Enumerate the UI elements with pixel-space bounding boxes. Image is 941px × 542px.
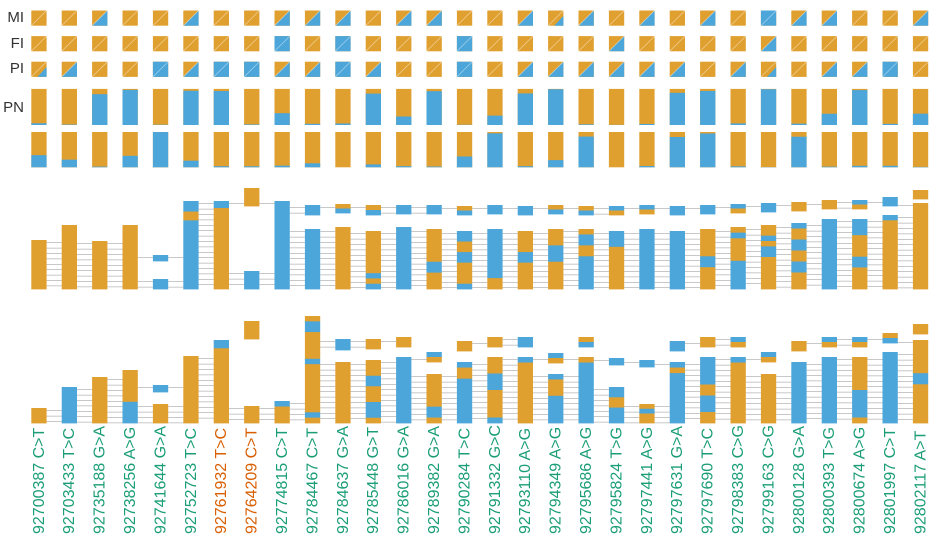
svg-text:92789382 G>A: 92789382 G>A — [426, 426, 443, 534]
svg-text:92790284 T>C: 92790284 T>C — [456, 428, 473, 534]
svg-text:92700387 C>T: 92700387 C>T — [31, 427, 48, 534]
svg-text:92797690 T>C: 92797690 T>C — [700, 428, 717, 534]
svg-text:92802117 A>T: 92802117 A>T — [912, 430, 929, 534]
svg-text:92752723 T>C: 92752723 T>C — [183, 428, 200, 534]
svg-text:92741644 G>A: 92741644 G>A — [152, 426, 169, 534]
svg-text:92784637 G>A: 92784637 G>A — [335, 426, 352, 534]
svg-text:92774815 C>T: 92774815 C>T — [274, 427, 291, 534]
svg-text:92797441 A>G: 92797441 A>G — [639, 427, 656, 534]
svg-text:92791332 G>C: 92791332 G>C — [487, 425, 504, 534]
svg-text:92798383 C>G: 92798383 C>G — [730, 425, 747, 534]
svg-text:92801997 C>T: 92801997 C>T — [882, 427, 899, 534]
svg-text:92800393 T>G: 92800393 T>G — [821, 427, 838, 534]
svg-text:92799163 C>G: 92799163 C>G — [760, 425, 777, 534]
svg-text:92800128 G>A: 92800128 G>A — [791, 426, 808, 534]
svg-text:92735188 G>A: 92735188 G>A — [92, 426, 109, 534]
svg-text:92795824 T>G: 92795824 T>G — [608, 427, 625, 534]
svg-text:92786016 G>A: 92786016 G>A — [396, 426, 413, 534]
svg-text:92800674 A>G: 92800674 A>G — [852, 427, 869, 534]
svg-text:92761932 T>C: 92761932 T>C — [213, 428, 230, 534]
svg-text:92794349 A>G: 92794349 A>G — [548, 427, 565, 534]
svg-text:92703433 T>C: 92703433 T>C — [61, 428, 78, 534]
svg-text:92793110 A>G: 92793110 A>G — [517, 428, 534, 534]
svg-text:92738256 A>G: 92738256 A>G — [122, 427, 139, 534]
svg-text:92784467 C>T: 92784467 C>T — [304, 427, 321, 534]
svg-text:92795686 A>G: 92795686 A>G — [578, 427, 595, 534]
svg-text:92785448 G>T: 92785448 G>T — [365, 427, 382, 534]
svg-text:92764209 C>T: 92764209 C>T — [244, 427, 261, 534]
svg-text:92797631 G>A: 92797631 G>A — [669, 426, 686, 534]
